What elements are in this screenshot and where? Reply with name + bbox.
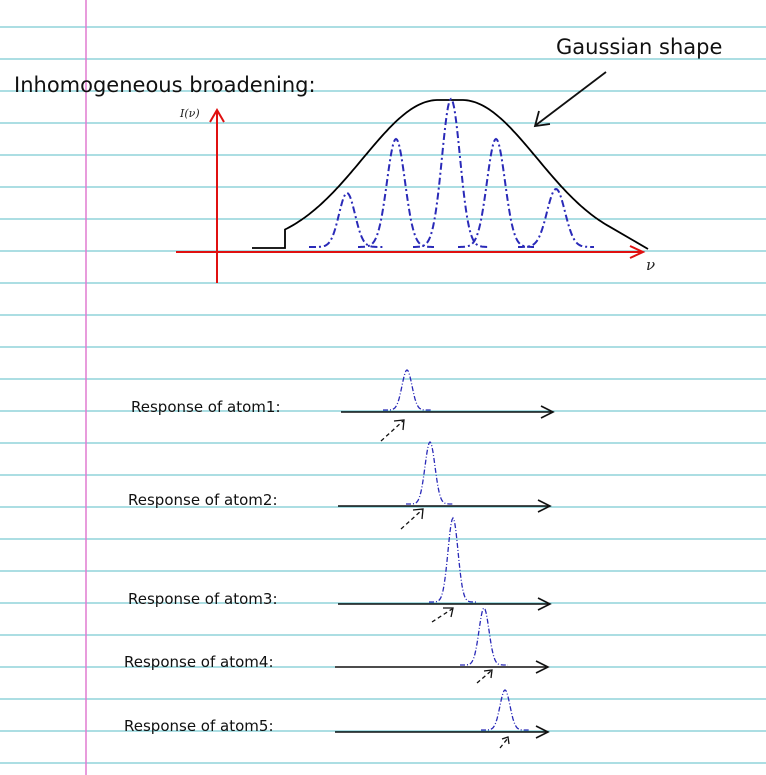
response-peak [383, 369, 431, 411]
dashed-pointer-arrow [499, 736, 510, 749]
atom-peak [518, 187, 594, 248]
dashed-pointer-arrow [380, 419, 405, 442]
gaussian-envelope-curve [252, 99, 649, 250]
response-peak [406, 440, 454, 505]
response-row: Response of atom1: [131, 369, 555, 442]
ruled-lines [0, 26, 766, 764]
response-row: Response of atom2: [128, 440, 552, 530]
response-axis-arrowhead [540, 405, 555, 419]
atom-responses: Response of atom1: Response of atom2: Re… [124, 369, 555, 749]
atom-peak [309, 191, 385, 248]
gaussian-shape-label: Gaussian shape [556, 35, 722, 59]
response-axis-arrowhead [535, 660, 550, 674]
y-axis-arrowhead [209, 108, 225, 123]
response-row: Response of atom3: [128, 516, 552, 623]
atom-peak [358, 137, 434, 248]
y-axis-label: I(ν) [179, 107, 200, 120]
response-axis-arrowhead [537, 499, 552, 513]
response-peak [460, 607, 508, 666]
response-axis-arrowhead [535, 725, 550, 739]
x-axis-arrowhead [629, 245, 646, 259]
response-row: Response of atom4: [124, 607, 550, 684]
x-axis-label: ν [646, 256, 655, 274]
intensity-axes [176, 108, 646, 283]
atom-peak [458, 137, 534, 248]
atom-peak [413, 97, 489, 248]
response-label: Response of atom5: [124, 717, 274, 735]
response-label: Response of atom3: [128, 590, 278, 608]
dashed-pointer-arrow [431, 607, 454, 623]
response-peak [481, 689, 529, 731]
gaussian-pointer-arrow [533, 71, 607, 128]
response-label: Response of atom1: [131, 398, 281, 416]
page-title: Inhomogeneous broadening: [14, 73, 316, 97]
response-label: Response of atom4: [124, 653, 274, 671]
dashed-pointer-arrow [400, 508, 424, 530]
atom-peaks-group [309, 97, 594, 248]
response-peak [429, 516, 477, 603]
response-row: Response of atom5: [124, 689, 550, 749]
response-axis-arrowhead [537, 597, 552, 611]
response-label: Response of atom2: [128, 491, 278, 509]
dashed-pointer-arrow [476, 669, 493, 684]
